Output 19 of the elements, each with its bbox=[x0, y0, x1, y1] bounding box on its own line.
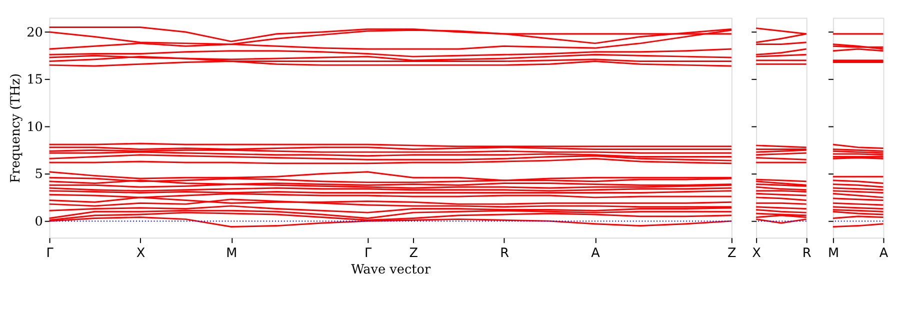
x-tick-label: X bbox=[752, 246, 762, 261]
x-tick-label: M bbox=[828, 246, 839, 261]
x-tick-label: X bbox=[136, 246, 146, 261]
y-tick-label: 5 bbox=[34, 167, 43, 182]
x-tick-label: R bbox=[500, 246, 510, 261]
y-tick-label: 0 bbox=[34, 214, 43, 230]
x-tick-label: Γ bbox=[364, 246, 373, 261]
x-tick-label: R bbox=[802, 246, 812, 261]
x-tick-label: A bbox=[591, 246, 600, 261]
x-tick-label: A bbox=[879, 246, 888, 261]
y-tick-label: 15 bbox=[26, 72, 43, 88]
x-tick-label: M bbox=[226, 246, 238, 261]
y-tick-label: 20 bbox=[26, 25, 43, 40]
y-tick-label: 10 bbox=[26, 120, 43, 135]
x-tick-label: Z bbox=[728, 246, 737, 261]
x-tick-label: Γ bbox=[46, 246, 54, 261]
x-axis-title: Wave vector bbox=[351, 262, 432, 278]
x-tick-label: Z bbox=[409, 246, 418, 261]
y-axis-title: Frequency (THz) bbox=[8, 73, 24, 184]
